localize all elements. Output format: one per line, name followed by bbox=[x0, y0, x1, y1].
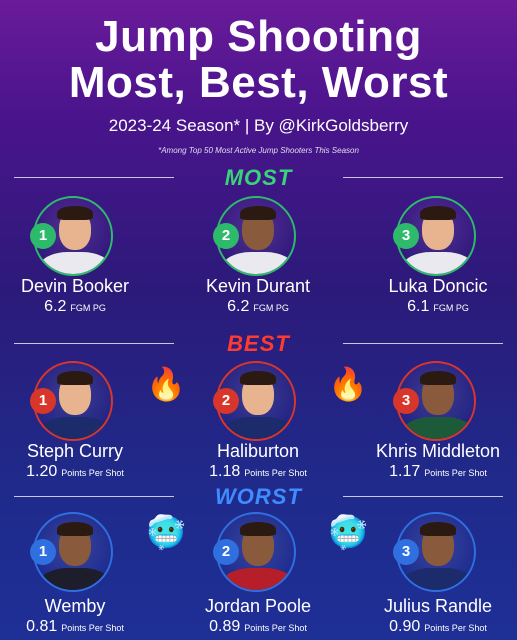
player-name: Julius Randle bbox=[383, 596, 493, 616]
player-stat: 6.2 FGM PG bbox=[44, 298, 106, 315]
title-line-1: Jump Shooting bbox=[95, 12, 422, 61]
rank-badge: 2 bbox=[213, 223, 239, 249]
player-photo bbox=[396, 361, 476, 441]
player-photo bbox=[216, 512, 296, 592]
cold-face-icon: 🥶 bbox=[328, 514, 368, 550]
section-label-most: MOST bbox=[224, 165, 293, 190]
divider-right-worst bbox=[343, 496, 503, 497]
rank-badge: 1 bbox=[30, 388, 56, 414]
fire-icon: 🔥 bbox=[328, 366, 368, 402]
player-stat: 1.17 Points Per Shot bbox=[389, 463, 487, 480]
player-stat: 0.89 Points Per Shot bbox=[209, 618, 307, 635]
fire-icon: 🔥 bbox=[146, 366, 186, 402]
player-stat: 1.18 Points Per Shot bbox=[209, 463, 307, 480]
divider-left-best bbox=[14, 343, 174, 344]
player-name: Kevin Durant bbox=[205, 276, 311, 296]
player-photo bbox=[33, 361, 113, 441]
player-stat: 0.81 Points Per Shot bbox=[26, 618, 124, 635]
player-stat: 6.2 FGM PG bbox=[227, 298, 289, 315]
section-label-best: BEST bbox=[227, 331, 290, 356]
divider-left-worst bbox=[14, 496, 174, 497]
player-name: Haliburton bbox=[216, 441, 300, 461]
player-photo bbox=[216, 196, 296, 276]
rank-badge: 3 bbox=[393, 223, 419, 249]
divider-right-most bbox=[343, 177, 503, 178]
rank-badge: 3 bbox=[393, 388, 419, 414]
player-name: Khris Middleton bbox=[375, 441, 501, 461]
player-name: Wemby bbox=[44, 596, 106, 616]
player-name: Steph Curry bbox=[26, 441, 124, 461]
rank-badge: 2 bbox=[213, 539, 239, 565]
cold-face-icon: 🥶 bbox=[146, 514, 186, 550]
title-line-2: Most, Best, Worst bbox=[68, 58, 449, 107]
player-name: Devin Booker bbox=[20, 276, 130, 296]
player-stat: 1.20 Points Per Shot bbox=[26, 463, 124, 480]
player-name: Jordan Poole bbox=[204, 596, 312, 616]
divider-left-most bbox=[14, 177, 174, 178]
footnote: *Among Top 50 Most Active Jump Shooters … bbox=[158, 146, 359, 155]
rank-badge: 1 bbox=[30, 223, 56, 249]
rank-badge: 3 bbox=[393, 539, 419, 565]
player-stat: 0.90 Points Per Shot bbox=[389, 618, 487, 635]
section-label-worst: WORST bbox=[215, 484, 302, 509]
player-stat: 6.1 FGM PG bbox=[407, 298, 469, 315]
player-name: Luka Doncic bbox=[388, 276, 488, 296]
subtitle: 2023-24 Season* | By @KirkGoldsberry bbox=[108, 116, 409, 135]
rank-badge: 2 bbox=[213, 388, 239, 414]
rank-badge: 1 bbox=[30, 539, 56, 565]
divider-right-best bbox=[343, 343, 503, 344]
